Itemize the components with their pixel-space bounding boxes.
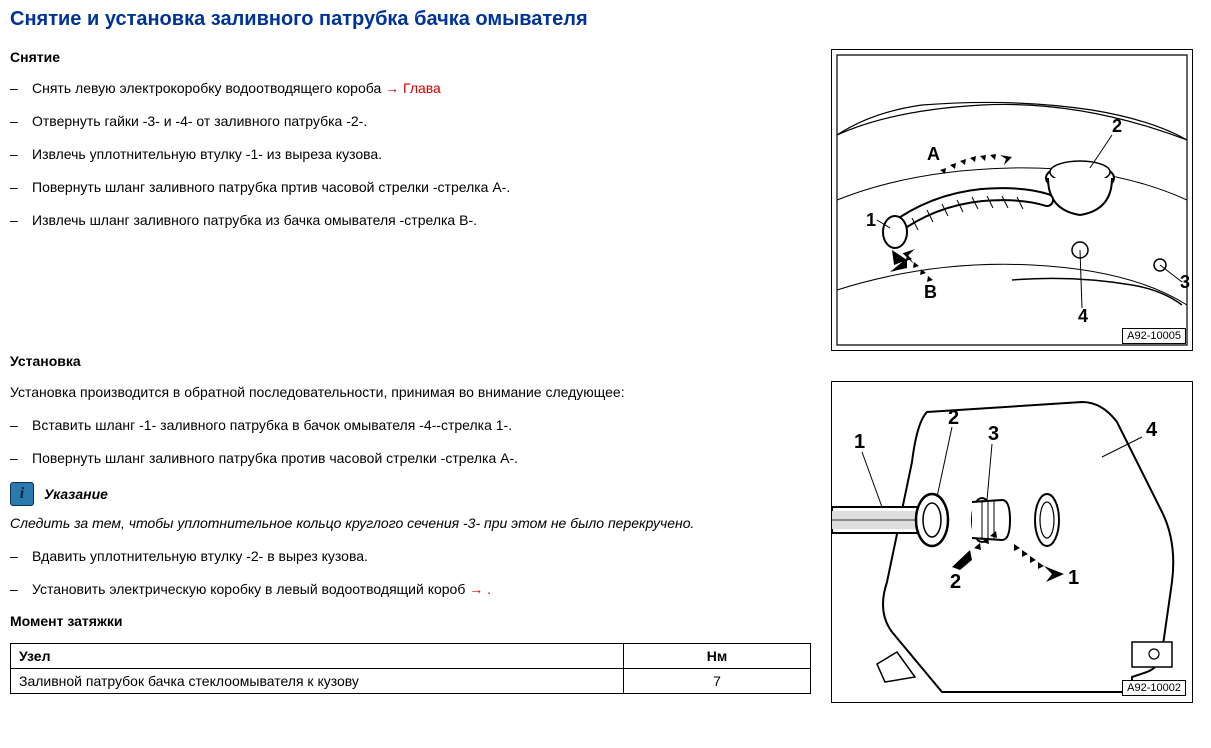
item-text: Установить электрическую коробку в левый… xyxy=(32,581,469,597)
item-text: Снять левую электрокоробку водоотводящег… xyxy=(32,80,385,96)
diagram-id: A92-10005 xyxy=(1122,328,1186,344)
list-item: Вдавить уплотнительную втулку -2- в выре… xyxy=(10,547,811,566)
page-title: Снятие и установка заливного патрубка ба… xyxy=(10,8,1201,31)
note-text: Следить за тем, чтобы уплотнительное кол… xyxy=(10,514,811,533)
list-item: Снять левую электрокоробку водоотводящег… xyxy=(10,79,811,98)
list-item: Повернуть шланг заливного патрубка пртив… xyxy=(10,178,811,197)
image-column: A B 1 2 3 4 A92-10005 xyxy=(831,49,1201,703)
text-column: Снятие Снять левую электрокоробку водоот… xyxy=(10,49,811,703)
label-2: 2 xyxy=(948,407,959,429)
col-header-nm: Нм xyxy=(624,643,811,668)
table-row: Узел Нм xyxy=(11,643,811,668)
col-header-unit: Узел xyxy=(11,643,624,668)
link-chapter[interactable]: → Глава xyxy=(385,80,441,96)
label-A: A xyxy=(927,144,940,164)
cell-value: 7 xyxy=(624,668,811,693)
diagram-id: A92-10002 xyxy=(1122,680,1186,696)
label-3: 3 xyxy=(1180,272,1190,292)
list-item: Отвернуть гайки -3- и -4- от заливного п… xyxy=(10,112,811,131)
label-B: B xyxy=(924,282,937,302)
install-intro: Установка производится в обратной послед… xyxy=(10,383,811,402)
label-arrow-2: 2 xyxy=(950,571,961,593)
install-heading: Установка xyxy=(10,353,811,369)
list-item: Вставить шланг -1- заливного патрубка в … xyxy=(10,416,811,435)
removal-list: Снять левую электрокоробку водоотводящег… xyxy=(10,79,811,229)
label-4: 4 xyxy=(1146,419,1158,441)
list-item: Повернуть шланг заливного патрубка проти… xyxy=(10,449,811,468)
install-list-2: Вдавить уплотнительную втулку -2- в выре… xyxy=(10,547,811,599)
link-ref[interactable]: → . xyxy=(469,581,491,597)
note-row: i Указание xyxy=(10,482,811,506)
label-3: 3 xyxy=(988,423,999,445)
label-1: 1 xyxy=(854,431,865,453)
list-item: Извлечь уплотнительную втулку -1- из выр… xyxy=(10,145,811,164)
cell-label: Заливной патрубок бачка стеклоомывателя … xyxy=(11,668,624,693)
table-row: Заливной патрубок бачка стеклоомывателя … xyxy=(11,668,811,693)
label-1: 1 xyxy=(866,210,876,230)
install-list-1: Вставить шланг -1- заливного патрубка в … xyxy=(10,416,811,468)
list-item: Установить электрическую коробку в левый… xyxy=(10,580,811,599)
torque-heading: Момент затяжки xyxy=(10,613,811,629)
label-2: 2 xyxy=(1112,116,1122,136)
removal-heading: Снятие xyxy=(10,49,811,65)
diagram-2: 1 2 3 4 2 1 A92-10002 xyxy=(831,381,1193,703)
note-label: Указание xyxy=(44,486,108,502)
list-item: Извлечь шланг заливного патрубка из бачк… xyxy=(10,211,811,230)
diagram-1: A B 1 2 3 4 A92-10005 xyxy=(831,49,1193,351)
label-arrow-1: 1 xyxy=(1068,567,1079,589)
torque-table: Узел Нм Заливной патрубок бачка стеклоом… xyxy=(10,643,811,694)
label-4: 4 xyxy=(1078,306,1088,326)
info-icon: i xyxy=(10,482,34,506)
